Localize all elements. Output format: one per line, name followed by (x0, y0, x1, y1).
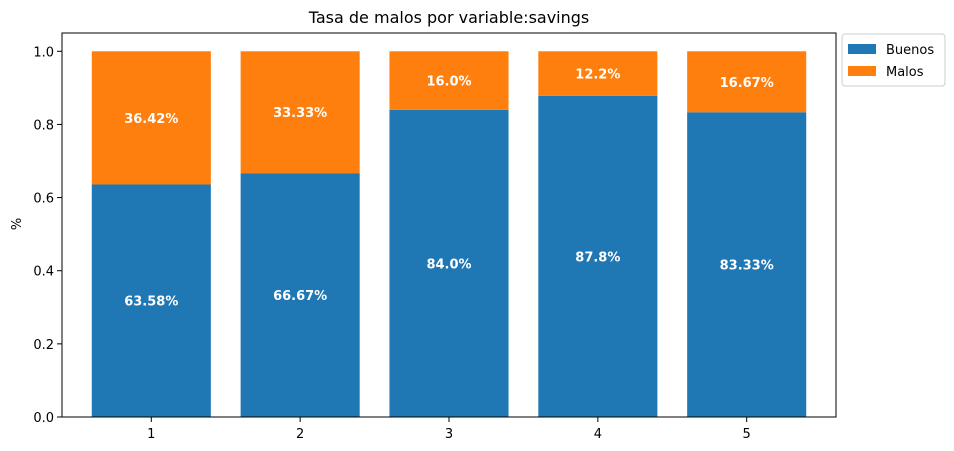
bar-malos-5 (687, 51, 807, 113)
data-label-malos-5: 16.67% (720, 76, 774, 91)
bar-malos-3 (389, 51, 509, 110)
bar-malos-4 (538, 51, 658, 96)
y-ticks-group: 0.0 0.2 0.4 0.6 0.8 1.0 (33, 45, 62, 426)
legend-label-buenos: Buenos (886, 43, 934, 58)
y-tick-label: 0.4 (33, 265, 54, 280)
data-label-buenos-5: 83.33% (720, 259, 774, 274)
data-label-buenos-1: 63.58% (124, 295, 178, 310)
bar-buenos-5 (687, 112, 807, 418)
x-tick-label: 1 (147, 427, 155, 442)
y-tick-label: 0.8 (33, 118, 54, 133)
bar-buenos-1 (91, 184, 211, 417)
bar-buenos-2 (240, 173, 360, 417)
x-tick-label: 4 (594, 427, 602, 442)
x-tick-label: 3 (445, 427, 453, 442)
data-label-malos-3: 16.0% (426, 75, 471, 90)
data-label-buenos-4: 87.8% (575, 250, 620, 265)
data-label-malos-2: 33.33% (273, 106, 327, 121)
bar-buenos-4 (538, 95, 658, 417)
chart-title: Tasa de malos por variable:savings (308, 8, 590, 27)
legend-swatch-buenos (848, 44, 876, 54)
data-label-buenos-2: 66.67% (273, 289, 327, 304)
bar-buenos-3 (389, 109, 509, 418)
legend: Buenos Malos (841, 33, 946, 87)
bar-malos-1 (91, 51, 211, 185)
y-axis-label: % (10, 218, 25, 230)
plot-frame (61, 32, 837, 418)
y-tick-label: 0.6 (33, 192, 54, 207)
y-tick-label: 0.2 (33, 338, 54, 353)
data-label-buenos-3: 84.0% (426, 257, 471, 272)
y-tick-label: 1.0 (33, 45, 54, 60)
data-label-malos-4: 12.2% (575, 68, 620, 83)
legend-label-malos: Malos (886, 65, 924, 80)
legend-swatch-malos (848, 66, 876, 76)
x-tick-label: 5 (743, 427, 751, 442)
bars-group (91, 51, 807, 418)
x-tick-label: 2 (296, 427, 304, 442)
x-ticks-group: 1 2 3 4 5 (147, 417, 751, 442)
data-label-malos-1: 36.42% (124, 112, 178, 127)
y-tick-label: 0.0 (33, 411, 54, 426)
data-labels-group: 63.58% 66.67% 84.0% 87.8% 83.33% 36.42% 33.33%… (124, 68, 774, 310)
bar-malos-2 (240, 51, 360, 174)
